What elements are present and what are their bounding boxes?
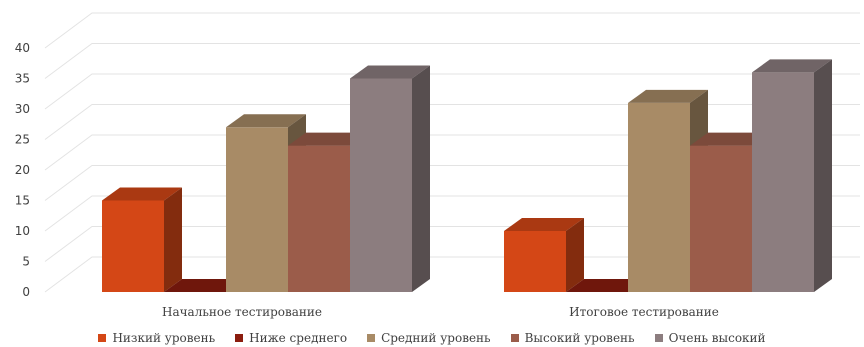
legend-item: Ниже среднего: [235, 331, 347, 345]
bar-top: [164, 279, 244, 292]
y-tick-label: 40: [15, 41, 30, 55]
y-tick-label: 5: [22, 255, 30, 269]
category-label: Итоговое тестирование: [569, 305, 719, 319]
bar-top: [350, 65, 430, 79]
bar-front: [504, 231, 566, 292]
bar: [102, 187, 182, 292]
gridline: [44, 165, 860, 201]
y-tick-label: 25: [15, 133, 30, 147]
bar-top: [288, 132, 368, 146]
bar: [752, 59, 832, 293]
gridline: [44, 134, 860, 171]
bar-top: [102, 187, 182, 201]
gridline: [44, 73, 860, 110]
category-label: Начальное тестирование: [162, 305, 322, 319]
bars: [102, 59, 832, 293]
gridline: [44, 256, 860, 293]
bar: [566, 279, 646, 292]
bar-top: [566, 279, 646, 292]
y-tick-label: 15: [15, 194, 30, 208]
bar-side: [566, 218, 584, 292]
legend-swatch: [235, 334, 244, 342]
bar-front: [690, 145, 752, 292]
y-tick-label: 30: [15, 102, 30, 116]
y-tick-label: 0: [22, 285, 30, 299]
legend: Низкий уровень Ниже среднего Средний урове…: [0, 329, 864, 347]
bar-top: [752, 59, 832, 73]
gridline: [44, 226, 860, 262]
bar: [164, 279, 244, 292]
bar-front: [752, 72, 814, 293]
legend-item: Высокий уровень: [510, 331, 635, 345]
legend-swatch: [654, 334, 663, 342]
bar-front: [628, 102, 690, 293]
gridline: [44, 195, 860, 232]
legend-label: Ниже среднего: [249, 331, 348, 345]
gridline: [44, 104, 860, 140]
bar-top: [504, 218, 584, 231]
legend-swatch: [510, 334, 519, 342]
gridlines: [44, 12, 860, 293]
bar-side: [412, 65, 430, 292]
y-tick-label: 20: [15, 163, 30, 177]
legend-swatch: [98, 334, 107, 342]
legend-label: Низкий уровень: [112, 331, 216, 345]
bar-side: [164, 187, 182, 292]
gridline: [44, 43, 860, 79]
legend-label: Средний уровень: [381, 331, 491, 345]
y-tick-label: 10: [15, 224, 30, 238]
bar-top: [690, 132, 770, 146]
y-tick-label: 35: [15, 72, 30, 86]
bar-front: [288, 145, 350, 292]
bar-front: [226, 127, 288, 292]
bar-front: [350, 78, 412, 292]
legend-label: Высокий уровень: [524, 331, 635, 345]
bar-top: [628, 89, 708, 103]
category-labels: Начальное тестирование Итоговое тестирова…: [162, 305, 719, 319]
bar-side: [814, 59, 832, 293]
y-axis-ticks: 0 5 10 15 20 25 30 35 40: [15, 41, 30, 299]
legend-item: Очень высокий: [654, 331, 766, 345]
legend-swatch: [367, 334, 376, 342]
legend-label: Очень высокий: [668, 331, 766, 345]
bar: [504, 218, 584, 292]
legend-item: Низкий уровень: [98, 331, 215, 345]
legend-item: Средний уровень: [367, 331, 491, 345]
bar: [350, 65, 430, 292]
gridline: [44, 12, 860, 49]
bar-front: [102, 200, 164, 292]
bar-top: [226, 114, 306, 128]
